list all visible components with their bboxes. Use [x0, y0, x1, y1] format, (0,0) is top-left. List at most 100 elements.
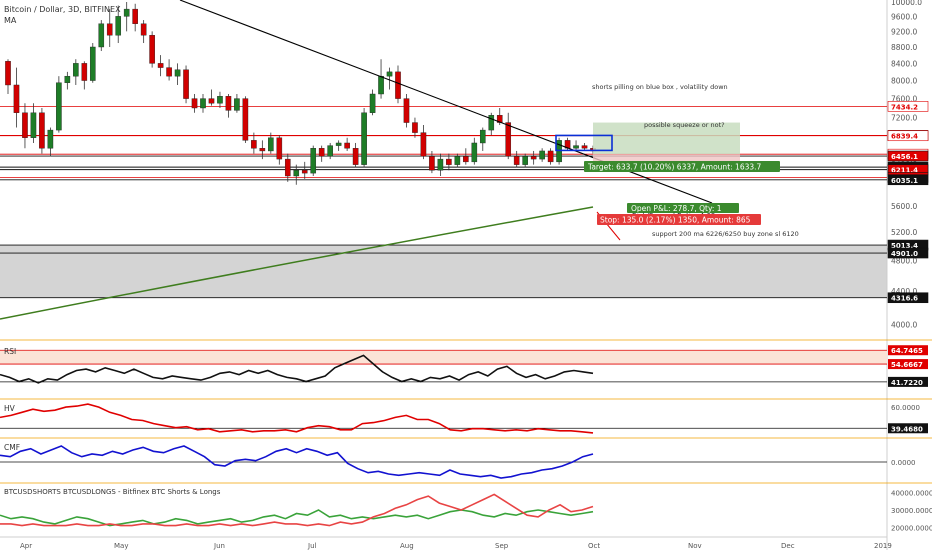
candle-body [420, 132, 427, 157]
candle-body [64, 75, 71, 83]
candle-body [386, 71, 393, 77]
candle-body [132, 8, 138, 24]
x-tick-label: Apr [20, 542, 32, 550]
candle-body [318, 148, 325, 157]
candle-body [530, 156, 537, 160]
candle-body [81, 63, 88, 81]
hv-title: HV [4, 404, 16, 413]
candle-body [310, 148, 317, 174]
cmf-pane: CMF 0.0000 [0, 443, 916, 479]
open-pl-label: Open P&L: 278.7, Qty: 1 [631, 204, 722, 213]
level-badge-label: 6035.1 [891, 177, 918, 185]
candle-body [140, 23, 147, 36]
y-tick-label: 10000.0 [891, 0, 922, 7]
candle-body [30, 112, 37, 138]
cmf-title: CMF [4, 443, 20, 452]
candle-body [259, 148, 266, 152]
cmf-tick-label: 0.0000 [891, 459, 916, 467]
candle-body [479, 129, 486, 144]
target-label-bg [584, 161, 780, 172]
candle-body [208, 98, 215, 104]
x-tick-label: Sep [495, 542, 509, 550]
hv-tick-label: 60.0000 [891, 404, 920, 412]
candle-body [369, 93, 376, 113]
candle-body [115, 16, 122, 36]
candle-body [268, 137, 274, 152]
candle-body [276, 137, 283, 160]
candle-body [352, 148, 359, 165]
y-tick-label: 7200.0 [891, 114, 917, 123]
rsi-badge [888, 376, 928, 387]
candle-body [166, 67, 172, 77]
annotation-squeeze-note: possible squeeze or not? [644, 121, 725, 129]
x-tick-label: May [114, 542, 128, 550]
level-badge-label: 6839.4 [891, 133, 918, 141]
y-tick-label: 8800.0 [891, 43, 917, 52]
candle-body [378, 75, 384, 95]
open-pl-bg [627, 203, 739, 213]
rsi-badge-label: 41.7220 [891, 379, 923, 387]
blue-box [555, 134, 613, 152]
level-badge-label: 5013.4 [891, 242, 918, 250]
candle-body [183, 69, 189, 99]
candle-body [149, 34, 155, 64]
rsi-badge-label: 64.7465 [891, 347, 923, 355]
candle-body [39, 112, 45, 149]
stop-label: Stop: 135.0 (2.17%) 1350, Amount: 865 [600, 216, 751, 225]
chart-header-title: Bitcoin / Dollar, 3D, BITFINEX [4, 5, 121, 14]
chart-header-study: MA [4, 16, 17, 25]
descending-trendline [179, 0, 713, 204]
position-loss-zone [593, 154, 740, 162]
candle-body [225, 96, 232, 111]
rsi-title: RSI [4, 347, 16, 356]
annotation-support-note: support 200 ma 6226/6250 buy zone sl 612… [652, 230, 799, 238]
y-tick-label: 5200.0 [891, 228, 917, 237]
candle-body [5, 61, 11, 86]
candle-body [89, 46, 96, 81]
level-badge-label: 6211.4 [891, 167, 918, 175]
x-tick-label: Nov [688, 542, 702, 550]
candle-body [344, 142, 350, 149]
y-tick-label: 9200.0 [891, 27, 917, 36]
shorts-line [0, 493, 594, 527]
x-tick-label: Jul [307, 542, 317, 550]
x-tick-label: 2019 [874, 542, 892, 550]
candle-body [581, 145, 588, 149]
y-tick-label: 9600.0 [891, 12, 917, 21]
candle-body [191, 98, 198, 109]
rsi-line [0, 354, 594, 384]
hv-line [0, 403, 594, 434]
candle-body [539, 150, 545, 160]
candle-body [98, 23, 105, 48]
candle-body [395, 71, 401, 99]
candle-body [547, 150, 554, 163]
shorts-longs-tick-label: 40000.0000 [891, 490, 932, 498]
shorts-longs-pane: BTCUSDSHORTS BTCUSDLONGS - Bitfinex BTC … [0, 488, 932, 532]
y-tick-label: 8000.0 [891, 77, 917, 86]
candle-body [327, 145, 333, 157]
level-badge [887, 247, 929, 259]
rsi-badge [888, 345, 928, 356]
level-badge [887, 292, 929, 304]
longs-line [0, 509, 594, 527]
level-badge [887, 130, 929, 142]
candle-body [437, 158, 444, 171]
candle-body [13, 84, 20, 113]
support-zone-box [0, 245, 887, 298]
rsi-badge-label: 54.6667 [891, 361, 923, 369]
level-badge-label: 7434.2 [891, 103, 918, 111]
candle-body [513, 156, 520, 165]
y-tick-label: 5600.0 [891, 202, 917, 211]
candle-body [56, 82, 62, 131]
y-tick-label: 4800.0 [891, 256, 917, 265]
candle-body [293, 170, 300, 177]
level-badge [887, 150, 929, 162]
candle-body [505, 122, 512, 157]
candle-body [73, 63, 79, 77]
candle-body [454, 156, 461, 165]
candle-body [217, 96, 223, 104]
time-axis: Apr May Jun Jul Aug Sep Oct Nov Dec 2019 [0, 339, 932, 550]
candle-body [284, 158, 291, 177]
candle-body [446, 158, 452, 165]
